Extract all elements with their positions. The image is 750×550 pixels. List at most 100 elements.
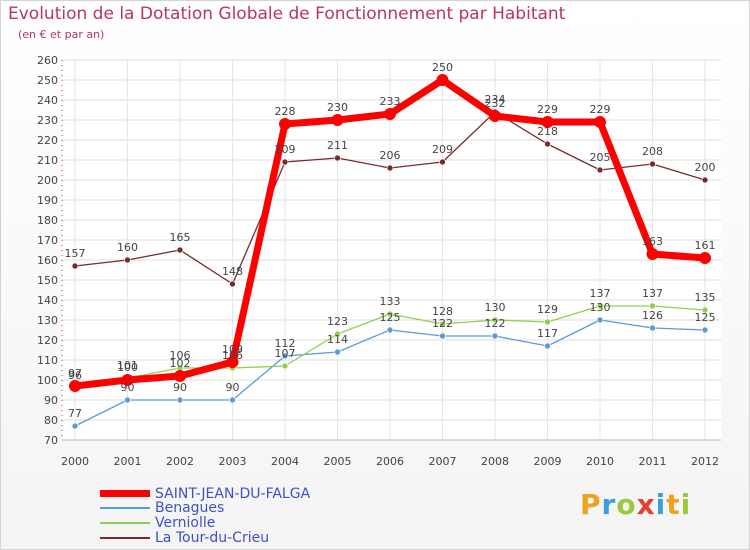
- data-label: 211: [327, 139, 348, 152]
- data-point: [226, 356, 239, 368]
- data-point: [334, 330, 341, 338]
- logo-letter: i: [680, 488, 692, 521]
- data-point: [596, 302, 604, 310]
- legend-label-saint-jean: SAINT-JEAN-DU-FALGA: [155, 486, 311, 502]
- data-point: [594, 116, 606, 128]
- data-label: 209: [275, 143, 296, 156]
- data-point: [229, 280, 236, 288]
- x-tick-label: 2004: [271, 455, 299, 468]
- data-point: [544, 342, 551, 350]
- data-point: [701, 176, 709, 184]
- data-point: [281, 352, 289, 360]
- legend-swatch-verniolle: [100, 522, 150, 524]
- data-label: 77: [68, 407, 82, 420]
- data-point: [386, 326, 394, 334]
- data-point: [71, 422, 79, 430]
- data-point: [649, 324, 656, 332]
- data-point: [331, 114, 344, 126]
- data-label: 125: [695, 311, 716, 324]
- x-tick-label: 2001: [114, 455, 142, 468]
- data-point: [489, 110, 501, 122]
- data-label: 229: [537, 103, 558, 116]
- data-label: 228: [275, 105, 296, 118]
- legend-swatch-benagues: [100, 507, 150, 509]
- data-label: 123: [327, 315, 348, 328]
- data-label: 90: [173, 381, 187, 394]
- y-tick-label: 190: [37, 194, 58, 207]
- y-tick-label: 220: [37, 134, 58, 147]
- proxiti-logo: Proxiti: [580, 488, 691, 521]
- data-label: 137: [642, 287, 663, 300]
- data-label: 234: [485, 93, 506, 106]
- data-label: 218: [537, 125, 558, 138]
- data-point: [176, 396, 184, 404]
- data-point: [334, 154, 341, 162]
- data-label: 90: [226, 381, 240, 394]
- data-point: [124, 256, 131, 264]
- y-tick-label: 260: [37, 54, 58, 67]
- data-point: [121, 374, 134, 386]
- x-tick-label: 2009: [534, 455, 562, 468]
- data-label: 130: [485, 301, 506, 314]
- y-tick-label: 140: [37, 294, 58, 307]
- data-label: 106: [170, 349, 191, 362]
- data-point: [699, 252, 711, 264]
- data-label: 90: [121, 381, 135, 394]
- data-label: 160: [117, 241, 138, 254]
- y-tick-label: 240: [37, 94, 58, 107]
- data-label: 122: [432, 317, 453, 330]
- data-label: 117: [537, 327, 558, 340]
- data-label: 130: [590, 301, 611, 314]
- data-label: 229: [590, 103, 611, 116]
- data-point: [124, 396, 131, 404]
- data-label: 97: [68, 367, 82, 380]
- data-label: 205: [590, 151, 611, 164]
- data-point: [279, 118, 291, 130]
- data-point: [544, 318, 551, 326]
- data-point: [541, 116, 554, 128]
- x-tick-label: 2008: [481, 455, 509, 468]
- y-tick-label: 160: [37, 254, 58, 267]
- data-label: 163: [642, 235, 663, 248]
- data-point: [386, 310, 394, 318]
- y-tick-label: 210: [37, 154, 58, 167]
- logo-letter: r: [601, 488, 617, 521]
- y-tick-label: 110: [37, 354, 58, 367]
- data-label: 200: [695, 161, 716, 174]
- legend-label-verniolle: Verniolle: [155, 515, 216, 531]
- y-tick-label: 250: [37, 74, 58, 87]
- data-label: 106: [222, 349, 243, 362]
- data-point: [596, 166, 604, 174]
- data-point: [229, 396, 236, 404]
- data-point: [701, 326, 709, 334]
- x-tick-label: 2002: [166, 455, 194, 468]
- data-point: [439, 158, 446, 166]
- data-point: [281, 362, 289, 370]
- data-point: [436, 74, 449, 86]
- logo-letter: i: [655, 488, 667, 521]
- legend-label-benagues: Benagues: [155, 500, 225, 516]
- logo-letter: t: [666, 488, 681, 521]
- x-tick-label: 2000: [61, 455, 89, 468]
- data-point: [701, 306, 709, 314]
- logo-letter: o: [616, 488, 637, 521]
- data-label: 101: [117, 359, 138, 372]
- y-tick-label: 130: [37, 314, 58, 327]
- legend-label-la-tour: La Tour-du-Crieu: [155, 530, 270, 546]
- data-label: 157: [65, 247, 86, 260]
- data-label: 96: [68, 369, 82, 382]
- data-label: 165: [170, 231, 191, 244]
- y-tick-label: 80: [44, 414, 58, 427]
- logo-letter: x: [636, 488, 656, 521]
- data-label: 161: [695, 239, 716, 252]
- data-label: 128: [432, 305, 453, 318]
- x-tick-label: 2005: [324, 455, 352, 468]
- y-tick-label: 200: [37, 174, 58, 187]
- data-label: 125: [380, 311, 401, 324]
- x-tick-label: 2011: [639, 455, 667, 468]
- data-label: 206: [380, 149, 401, 162]
- data-point: [646, 248, 659, 260]
- y-tick-label: 90: [44, 394, 58, 407]
- data-label: 135: [695, 291, 716, 304]
- data-label: 107: [275, 347, 296, 360]
